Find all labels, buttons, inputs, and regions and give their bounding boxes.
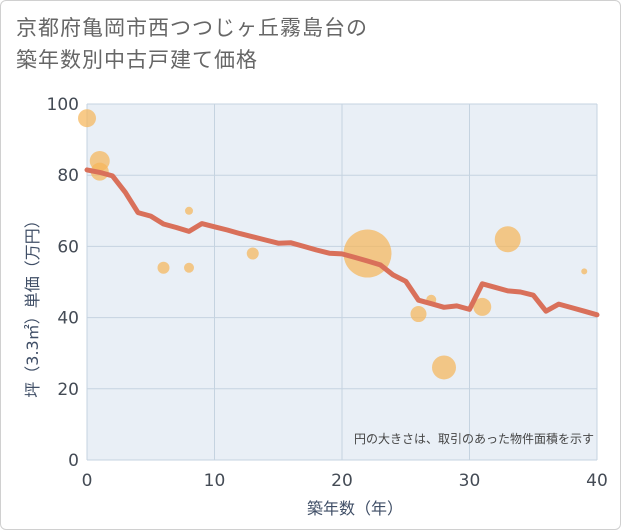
x-tick-label: 40 bbox=[586, 471, 608, 491]
chart-title: 京都府亀岡市西つつじヶ丘霧島台の 築年数別中古戸建て価格 bbox=[16, 12, 368, 76]
y-tick-label: 60 bbox=[57, 237, 79, 257]
y-tick-label: 100 bbox=[47, 95, 79, 115]
data-bubble bbox=[473, 297, 492, 316]
data-bubble bbox=[184, 262, 194, 273]
data-bubble bbox=[78, 109, 96, 128]
data-bubble bbox=[581, 268, 588, 275]
y-axis-label: 坪（3.3㎡）単価（万円） bbox=[23, 212, 42, 397]
y-tick-label: 20 bbox=[57, 380, 79, 400]
data-bubble bbox=[246, 247, 259, 260]
data-bubble bbox=[494, 226, 521, 253]
x-tick-label: 0 bbox=[82, 471, 93, 491]
x-tick-label: 10 bbox=[204, 471, 226, 491]
y-tick-label: 40 bbox=[57, 309, 79, 329]
data-bubble bbox=[410, 306, 427, 323]
title-line-2: 築年数別中古戸建て価格 bbox=[16, 48, 258, 72]
x-axis-label: 築年数（年） bbox=[307, 499, 403, 518]
title-line-1: 京都府亀岡市西つつじヶ丘霧島台の bbox=[16, 16, 368, 40]
x-tick-label: 30 bbox=[459, 471, 481, 491]
data-bubble bbox=[157, 261, 170, 274]
x-tick-label: 20 bbox=[331, 471, 353, 491]
y-tick-label: 80 bbox=[57, 166, 79, 186]
y-tick-label: 0 bbox=[68, 451, 79, 471]
average-price-line bbox=[84, 167, 600, 318]
data-bubble bbox=[185, 206, 193, 215]
bubble-size-note: 円の大きさは、取引のあった物件面積を示す bbox=[354, 431, 594, 446]
data-bubble bbox=[432, 355, 456, 380]
